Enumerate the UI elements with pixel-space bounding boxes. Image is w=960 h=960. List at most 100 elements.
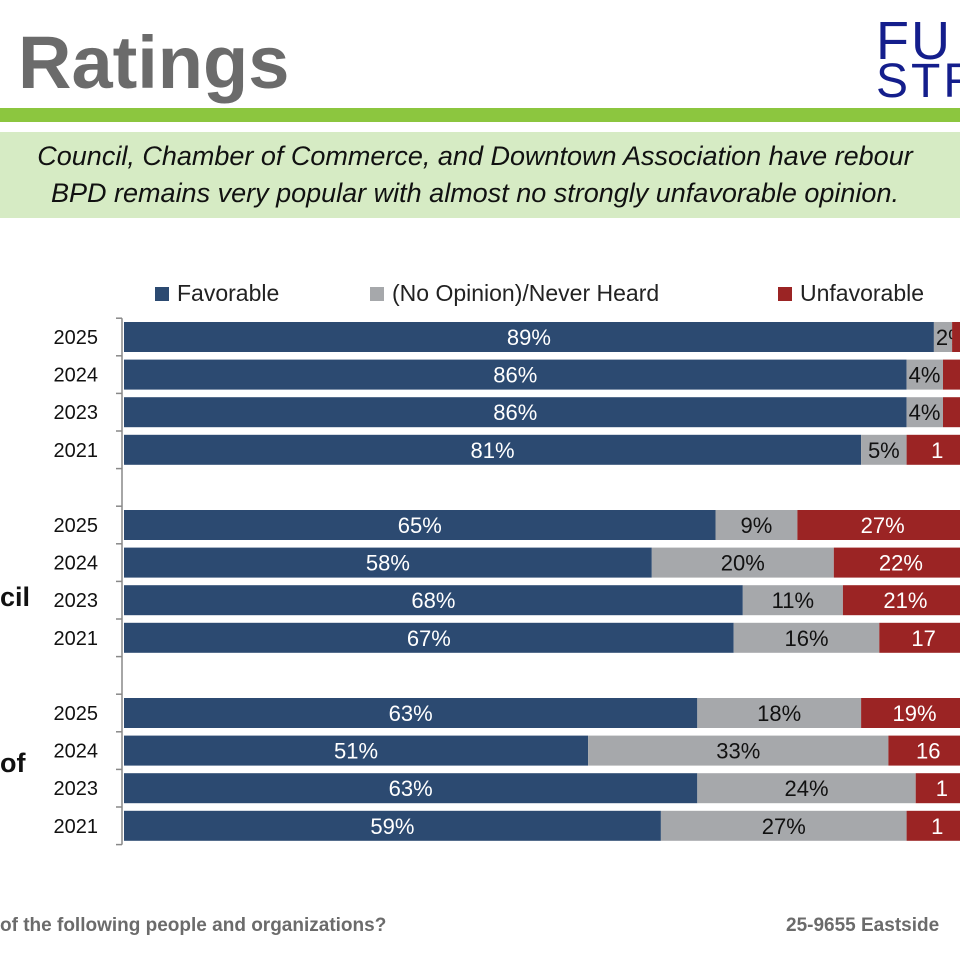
data-label-no-opinion: 33% bbox=[716, 739, 760, 764]
legend-label-no-opinion: (No Opinion)/Never Heard bbox=[392, 280, 659, 306]
bar-segment-favorable bbox=[124, 510, 716, 540]
data-label-unfavorable: 17 bbox=[911, 626, 935, 651]
bar-segment-unfavorable bbox=[861, 698, 960, 728]
bar-segment-no-opinion bbox=[742, 585, 843, 616]
data-label-unfavorable: 27% bbox=[861, 513, 905, 538]
page-title: Ratings bbox=[18, 21, 290, 104]
data-label-no-opinion: 18% bbox=[757, 701, 801, 726]
year-tick-label: 2025 bbox=[54, 703, 99, 725]
bar-segment-unfavorable bbox=[952, 322, 960, 352]
bar-segment-no-opinion bbox=[588, 735, 889, 766]
data-label-favorable: 63% bbox=[389, 776, 433, 801]
data-label-favorable: 59% bbox=[370, 814, 414, 839]
data-label-favorable: 89% bbox=[507, 325, 551, 350]
bar-segment-unfavorable bbox=[943, 397, 960, 428]
data-label-no-opinion: 4% bbox=[909, 363, 941, 388]
year-tick-label: 2025 bbox=[54, 327, 99, 349]
data-label-unfavorable: 1 bbox=[936, 776, 948, 801]
bar-segment-no-opinion bbox=[906, 397, 943, 428]
legend-label-unfavorable: Unfavorable bbox=[800, 280, 924, 306]
bar-segment-favorable bbox=[124, 622, 734, 653]
data-label-unfavorable: 1 bbox=[931, 438, 943, 463]
legend-swatch-favorable bbox=[155, 287, 169, 301]
bar-segment-favorable bbox=[124, 547, 652, 578]
bar-segment-no-opinion bbox=[906, 359, 943, 390]
chart-axis: 2025 2024 2023 2021 2025 2024 2023 2021 2025 2024… bbox=[54, 317, 123, 846]
title-divider bbox=[0, 108, 960, 122]
year-tick-label: 2023 bbox=[54, 402, 99, 424]
group-label-chamber-fragment: of bbox=[0, 748, 26, 778]
bar-segment-no-opinion bbox=[651, 547, 834, 578]
bar-segment-favorable bbox=[124, 773, 698, 804]
bar-segment-no-opinion bbox=[697, 698, 862, 728]
chart-bars: 89%2%86%4%86%4%81%5%165%9%27%58%20%22%68… bbox=[124, 322, 960, 841]
year-tick-label: 2023 bbox=[54, 778, 99, 800]
data-label-favorable: 58% bbox=[366, 551, 410, 576]
data-label-favorable: 63% bbox=[389, 701, 433, 726]
year-tick-label: 2021 bbox=[54, 816, 99, 838]
logo-line-2: STR bbox=[876, 55, 960, 106]
data-label-no-opinion: 11% bbox=[772, 588, 814, 613]
data-label-no-opinion: 20% bbox=[721, 551, 765, 576]
data-label-unfavorable: 21% bbox=[883, 588, 927, 613]
callout-line-1: Council, Chamber of Commerce, and Downto… bbox=[37, 141, 913, 171]
data-label-unfavorable: 1 bbox=[931, 814, 943, 839]
data-label-no-opinion: 4% bbox=[909, 400, 941, 425]
year-tick-label: 2024 bbox=[54, 553, 99, 575]
data-label-favorable: 51% bbox=[334, 739, 378, 764]
data-label-no-opinion: 27% bbox=[762, 814, 806, 839]
legend-swatch-unfavorable bbox=[778, 287, 792, 301]
data-label-unfavorable: 16 bbox=[916, 739, 940, 764]
bar-segment-no-opinion bbox=[861, 434, 907, 465]
year-tick-label: 2025 bbox=[54, 515, 99, 537]
footer-study-id: 25-9655 Eastside bbox=[786, 915, 940, 936]
year-tick-label: 2024 bbox=[54, 741, 99, 763]
footer-question: of the following people and organization… bbox=[0, 915, 387, 936]
bar-segment-favorable bbox=[124, 585, 743, 616]
data-label-unfavorable: 22% bbox=[879, 551, 923, 576]
favorability-chart: Favorable (No Opinion)/Never Heard Unfavor… bbox=[54, 280, 960, 846]
data-label-no-opinion: 5% bbox=[868, 438, 900, 463]
data-label-unfavorable: 19% bbox=[893, 701, 937, 726]
bar-segment-unfavorable bbox=[915, 773, 960, 804]
bar-segment-unfavorable bbox=[797, 510, 960, 540]
bar-segment-unfavorable bbox=[833, 547, 960, 578]
bar-segment-no-opinion bbox=[697, 773, 916, 804]
bar-segment-unfavorable bbox=[943, 359, 960, 390]
legend-swatch-no-opinion bbox=[370, 287, 384, 301]
bar-segment-unfavorable bbox=[906, 810, 960, 841]
bar-segment-unfavorable bbox=[879, 622, 960, 653]
company-logo: FU STR bbox=[876, 14, 960, 106]
year-tick-label: 2024 bbox=[54, 365, 99, 387]
chart-legend: Favorable (No Opinion)/Never Heard Unfavor… bbox=[155, 280, 924, 306]
bar-segment-favorable bbox=[124, 735, 589, 766]
bar-segment-favorable bbox=[124, 322, 934, 352]
legend-label-favorable: Favorable bbox=[177, 280, 279, 306]
data-label-favorable: 86% bbox=[493, 400, 537, 425]
bar-segment-no-opinion bbox=[733, 622, 880, 653]
data-label-favorable: 65% bbox=[398, 513, 442, 538]
bar-segment-favorable bbox=[124, 698, 698, 728]
logo-line-1: FU bbox=[876, 14, 952, 71]
bar-segment-unfavorable bbox=[842, 585, 960, 616]
data-label-no-opinion: 16% bbox=[784, 626, 828, 651]
bar-segment-unfavorable bbox=[906, 434, 960, 465]
key-finding-callout: Council, Chamber of Commerce, and Downto… bbox=[0, 132, 960, 218]
data-label-favorable: 81% bbox=[471, 438, 515, 463]
group-label-council-fragment: cil bbox=[0, 582, 31, 612]
bar-segment-favorable bbox=[124, 397, 907, 428]
bar-segment-no-opinion bbox=[660, 810, 907, 841]
year-tick-label: 2021 bbox=[54, 628, 99, 650]
data-label-no-opinion: 9% bbox=[741, 513, 773, 538]
bar-segment-unfavorable bbox=[888, 735, 960, 766]
data-label-favorable: 68% bbox=[411, 588, 455, 613]
data-label-no-opinion: 24% bbox=[784, 776, 828, 801]
year-tick-label: 2021 bbox=[54, 440, 99, 462]
callout-line-2: BPD remains very popular with almost no … bbox=[51, 178, 899, 208]
bar-segment-favorable bbox=[124, 810, 661, 841]
bar-segment-no-opinion bbox=[715, 510, 798, 540]
data-label-favorable: 86% bbox=[493, 363, 537, 388]
data-label-favorable: 67% bbox=[407, 626, 451, 651]
year-tick-label: 2023 bbox=[54, 590, 99, 612]
bar-segment-no-opinion bbox=[933, 322, 953, 352]
